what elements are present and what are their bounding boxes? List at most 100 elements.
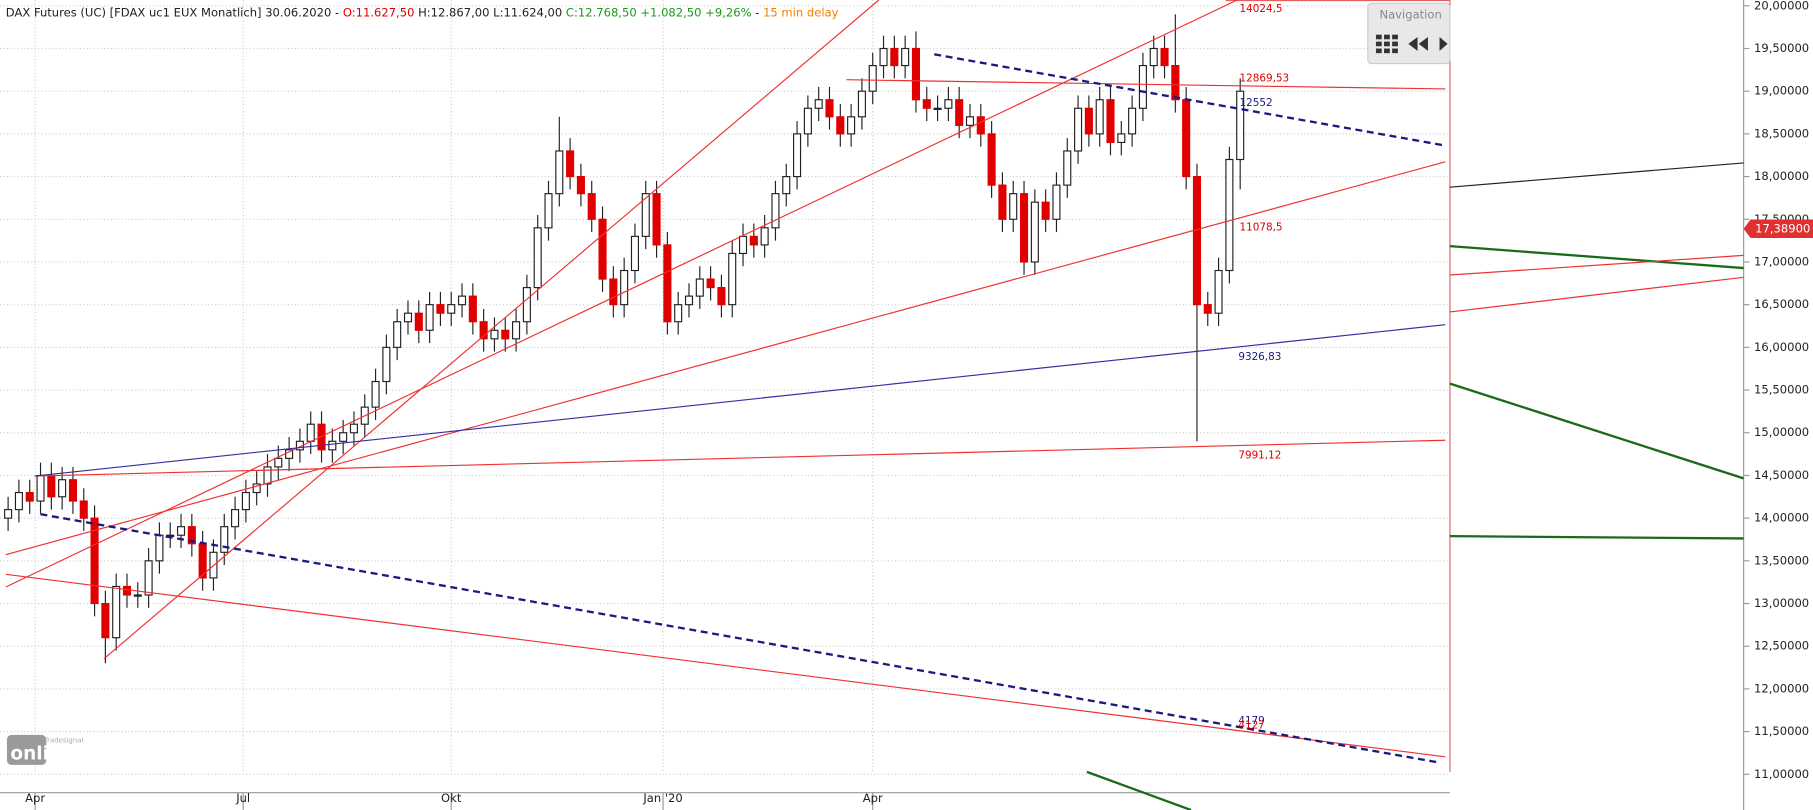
logo-box — [6, 734, 47, 765]
candle-body — [1106, 99, 1115, 144]
candle-body — [241, 491, 250, 511]
trend-line — [1449, 534, 1744, 540]
candle-body — [890, 47, 899, 67]
plot-area — [0, 0, 1450, 772]
candle-body — [79, 500, 88, 519]
x-tick-label: Jan '20 — [642, 791, 682, 805]
candle-body — [425, 304, 434, 331]
grid-icon[interactable] — [1375, 34, 1398, 54]
candle-body — [47, 474, 56, 498]
candle-body — [782, 176, 791, 195]
logo: Tradesignal online — [6, 734, 83, 765]
y-tick-label: 15,50000 — [1754, 383, 1809, 397]
candle-body — [609, 278, 618, 306]
rewind-button[interactable] — [1408, 36, 1428, 51]
candle-body — [306, 423, 315, 442]
candle-body — [955, 99, 964, 126]
candle-body — [738, 235, 748, 255]
forward-button[interactable] — [1439, 36, 1448, 51]
x-tick-label: Jul — [235, 791, 250, 805]
candle-body — [1149, 47, 1158, 67]
candle-body — [684, 295, 694, 306]
y-tick-label: 19,00000 — [1754, 84, 1809, 98]
candle-body — [1030, 201, 1039, 263]
candle-body — [1084, 107, 1093, 135]
candle-body — [14, 491, 23, 511]
annotation: 9326,83 — [1238, 351, 1281, 363]
candle-body — [836, 116, 845, 135]
candle-body — [630, 235, 640, 272]
grid — [0, 0, 1450, 775]
candle-body — [176, 526, 186, 536]
candle-body — [771, 193, 780, 229]
change-pct: +9,26% — [705, 5, 751, 19]
trend-line — [1449, 162, 1744, 188]
trend-line — [846, 79, 1446, 90]
annotation: 11078,5 — [1240, 222, 1283, 234]
candle-body — [1095, 99, 1104, 135]
candle-body — [587, 193, 596, 220]
candle-body — [1128, 107, 1137, 135]
candle-body — [1160, 47, 1169, 67]
candle-body — [339, 432, 348, 442]
candle-body — [533, 227, 542, 289]
candle-body — [4, 509, 13, 519]
y-tick-label: 15,00000 — [1754, 425, 1809, 439]
y-tick-label: 12,00000 — [1754, 681, 1809, 695]
annotation: 4127 — [1238, 720, 1264, 732]
candle-body — [414, 312, 423, 331]
candle-body — [825, 99, 834, 118]
trend-line — [34, 324, 1446, 477]
candle-body — [1074, 107, 1083, 152]
candle-body — [522, 287, 531, 323]
candle-body — [468, 295, 477, 323]
open: O:11.627,50 — [343, 5, 415, 19]
candle-body — [457, 295, 467, 306]
candle-body — [566, 150, 575, 178]
y-tick-label: 18,50000 — [1754, 126, 1809, 140]
candle-body — [879, 47, 888, 67]
y-tick-label: 16,50000 — [1754, 297, 1809, 311]
last-price-label: 17,38900 — [1755, 221, 1810, 235]
change: +1.082,50 — [640, 5, 701, 19]
header-part: DAX Futures (UC) [FDAX uc1 EUX Monatlich… — [6, 5, 839, 19]
trend-line — [103, 0, 880, 660]
navigation-panel[interactable]: Navigation — [1367, 2, 1451, 65]
trend-line — [1449, 276, 1744, 313]
last-price-marker — [1743, 219, 1813, 239]
trend-line — [5, 573, 1446, 758]
annotation: 7991,12 — [1238, 449, 1281, 461]
candle-body — [922, 99, 931, 109]
trend-line — [1449, 244, 1744, 270]
y-tick-label: 18,00000 — [1754, 169, 1809, 183]
candle-body — [663, 244, 672, 323]
annotation: 12869,53 — [1240, 73, 1290, 85]
trend-line — [1449, 254, 1744, 276]
x-tick-label: Apr — [25, 791, 45, 805]
x-tick-label: Okt — [441, 791, 462, 805]
candle-body — [1171, 65, 1180, 101]
candle-body — [231, 509, 240, 528]
candle-body — [933, 107, 942, 111]
trend-line — [40, 513, 1440, 764]
logo-name: online — [10, 744, 74, 765]
candle-body — [1225, 158, 1234, 272]
trend-line — [5, 161, 1446, 556]
candle-body — [1117, 133, 1126, 144]
candle-body — [911, 47, 921, 101]
candle-body — [965, 116, 975, 126]
candle-body — [501, 329, 510, 340]
y-tick-label: 14,00000 — [1754, 511, 1809, 525]
candle-body — [641, 193, 650, 237]
candle-body — [328, 440, 337, 451]
candle-body — [1236, 90, 1245, 161]
candle-body — [847, 116, 856, 135]
candle-body — [620, 269, 629, 306]
trend-line — [934, 53, 1446, 147]
annotation: 4179 — [1238, 715, 1264, 727]
candle-body — [263, 466, 272, 485]
candle-body — [1019, 193, 1029, 263]
candle-body — [68, 479, 77, 502]
y-tick-label: 11,00000 — [1754, 767, 1809, 781]
